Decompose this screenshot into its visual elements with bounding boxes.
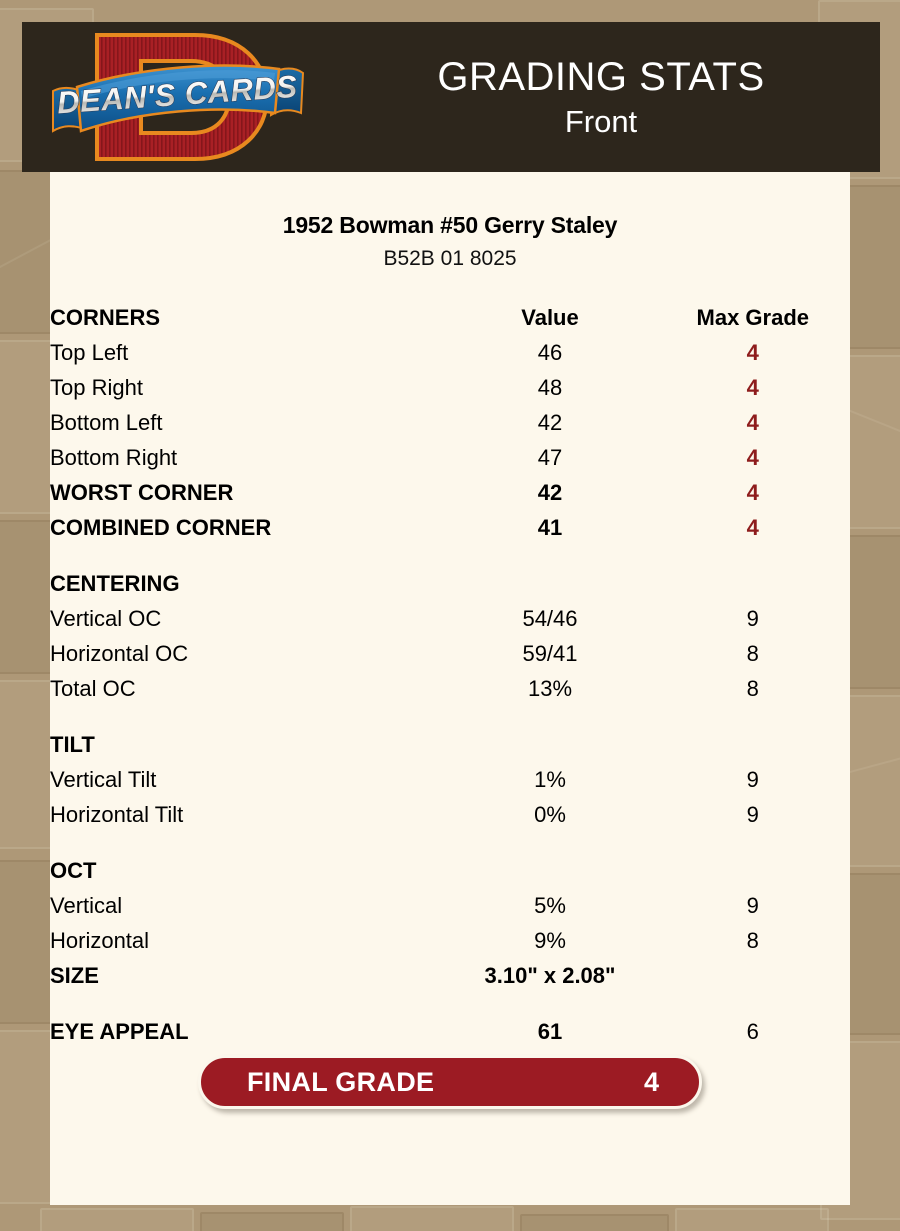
table-row: Horizontal OC 59/41 8: [50, 641, 850, 676]
row-label: CORNERS: [50, 305, 161, 330]
row-max-grade: 4: [746, 480, 759, 505]
table-column-header: CORNERS Value Max Grade: [50, 305, 850, 340]
deans-cards-logo-icon: DEAN'S CARDS: [45, 21, 310, 173]
row-label: TILT: [50, 732, 95, 757]
row-spacer: [50, 550, 850, 571]
row-max-grade: [656, 858, 850, 893]
table-row: Vertical OC 54/46 9: [50, 606, 850, 641]
row-value: 3.10" x 2.08": [484, 963, 616, 988]
table-row: Top Left 46 4: [50, 340, 850, 375]
section-header-oct: OCT: [50, 858, 850, 893]
row-label: Horizontal Tilt: [50, 802, 184, 827]
row-max-grade: 6: [746, 1019, 759, 1044]
report-body: 1952 Bowman #50 Gerry Staley B52B 01 802…: [50, 172, 850, 1054]
row-label: Vertical OC: [50, 606, 162, 631]
row-max-grade: Max Grade: [696, 305, 810, 330]
table-row-eye-appeal: EYE APPEAL 61 6: [50, 1019, 850, 1054]
table-row-size: SIZE 3.10" x 2.08": [50, 963, 850, 998]
row-label: Vertical Tilt: [50, 767, 157, 792]
row-value: Value: [521, 305, 579, 330]
row-value: 59/41: [522, 641, 578, 666]
row-value: 42: [537, 480, 563, 505]
table-row: Bottom Left 42 4: [50, 410, 850, 445]
table-row: Horizontal Tilt 0% 9: [50, 802, 850, 837]
row-max-grade: 8: [746, 641, 759, 666]
row-label: OCT: [50, 858, 97, 883]
row-spacer: [50, 711, 850, 732]
section-header-tilt: TILT: [50, 732, 850, 767]
grading-report-card: [50, 22, 850, 1205]
row-value: [444, 732, 655, 767]
row-value: 13%: [527, 676, 573, 701]
row-label: SIZE: [50, 963, 99, 988]
row-value: 46: [537, 340, 563, 365]
page-subtitle: Front: [564, 104, 638, 139]
row-max-grade: 8: [746, 676, 759, 701]
page-title: GRADING STATS: [437, 55, 765, 99]
card-code: B52B 01 8025: [383, 247, 517, 270]
row-max-grade: 9: [746, 893, 759, 918]
row-value: 5%: [534, 893, 566, 918]
final-grade-badge: FINAL GRADE 4: [198, 1055, 702, 1109]
row-value: 61: [537, 1019, 563, 1044]
row-max-grade: 4: [746, 515, 759, 540]
row-value: 48: [537, 375, 563, 400]
grading-stats-table: CORNERS Value Max Grade Top Left 46 4 Top Righ…: [50, 305, 850, 1054]
row-value: [444, 571, 655, 606]
row-max-grade: 4: [746, 375, 759, 400]
table-row: COMBINED CORNER 41 4: [50, 515, 850, 550]
table-row: Vertical Tilt 1% 9: [50, 767, 850, 802]
row-spacer: [50, 998, 850, 1019]
row-max-grade: 9: [746, 802, 759, 827]
row-value: [444, 858, 655, 893]
table-row: Vertical 5% 9: [50, 893, 850, 928]
card-title: 1952 Bowman #50 Gerry Staley: [282, 212, 618, 238]
table-row: Top Right 48 4: [50, 375, 850, 410]
table-row: Total OC 13% 8: [50, 676, 850, 711]
row-label: WORST CORNER: [50, 480, 234, 505]
final-grade-label: FINAL GRADE: [247, 1066, 435, 1097]
row-label: Top Left: [50, 340, 129, 365]
row-value: 1%: [534, 767, 566, 792]
report-header: DEAN'S CARDS GRADING STATS Front: [22, 22, 880, 172]
row-label: Horizontal: [50, 928, 150, 953]
row-label: Bottom Left: [50, 410, 163, 435]
row-max-grade: 8: [746, 928, 759, 953]
row-max-grade: [656, 963, 850, 998]
row-spacer: [50, 837, 850, 858]
final-grade-container: FINAL GRADE 4: [50, 1055, 850, 1109]
row-value: 9%: [534, 928, 566, 953]
table-row: Horizontal 9% 8: [50, 928, 850, 963]
row-max-grade: 4: [746, 410, 759, 435]
final-grade-value: 4: [643, 1066, 659, 1097]
row-value: 0%: [534, 802, 566, 827]
row-max-grade: 4: [746, 340, 759, 365]
row-max-grade: 9: [746, 606, 759, 631]
row-value: 47: [537, 445, 563, 470]
row-label: Top Right: [50, 375, 143, 400]
section-header-centering: CENTERING: [50, 571, 850, 606]
row-label: EYE APPEAL: [50, 1019, 189, 1044]
row-value: 42: [537, 410, 563, 435]
row-max-grade: [656, 571, 850, 606]
row-value: 54/46: [522, 606, 578, 631]
table-row: Bottom Right 47 4: [50, 445, 850, 480]
row-label: Bottom Right: [50, 445, 178, 470]
row-max-grade: 4: [746, 445, 759, 470]
row-label: Vertical: [50, 893, 123, 918]
row-label: CENTERING: [50, 571, 180, 596]
row-value: 41: [537, 515, 563, 540]
row-max-grade: [656, 732, 850, 767]
row-max-grade: 9: [746, 767, 759, 792]
row-label: Total OC: [50, 676, 136, 701]
row-label: COMBINED CORNER: [50, 515, 272, 540]
row-label: Horizontal OC: [50, 641, 189, 666]
table-row: WORST CORNER 42 4: [50, 480, 850, 515]
header-title-group: GRADING STATS Front: [322, 22, 880, 172]
